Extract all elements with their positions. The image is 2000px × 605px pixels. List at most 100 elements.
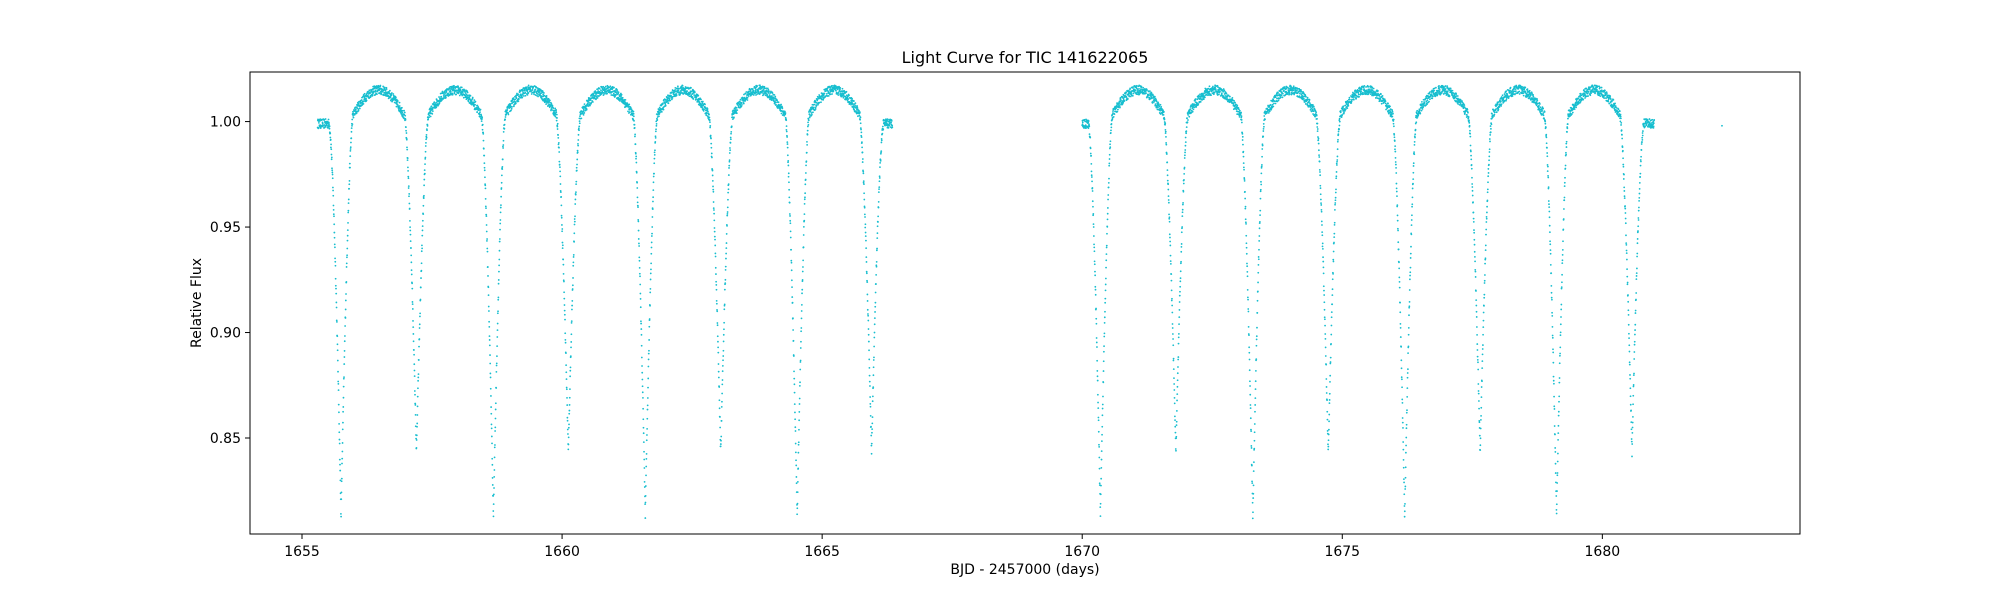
data-point [745,91,748,93]
data-point [417,376,420,379]
data-point [713,219,716,222]
data-point [412,333,415,335]
data-point [456,89,459,92]
data-point [1165,153,1168,155]
data-point [1155,98,1158,101]
data-point [505,113,508,116]
data-point [1396,204,1399,207]
data-point [487,305,490,308]
data-point [1323,301,1326,304]
data-point [1400,345,1403,348]
data-point [882,128,885,131]
data-point [800,330,803,333]
data-point [413,349,415,351]
data-point [407,185,410,188]
data-point [500,204,502,207]
data-point [423,184,426,187]
data-point [570,341,573,343]
data-point [707,110,709,113]
data-point [879,159,882,162]
data-point [1394,148,1396,151]
data-point [588,101,590,104]
data-point [658,113,661,115]
data-point [1331,288,1334,291]
data-point [786,143,789,145]
data-point [442,97,445,100]
data-point [1099,515,1102,518]
data-point [784,110,786,113]
data-point [736,109,739,112]
data-point [1169,262,1172,265]
data-point [632,115,635,118]
data-point [735,112,738,115]
data-point [344,325,347,327]
data-point [353,113,356,116]
data-point [716,322,719,324]
data-point [1337,133,1340,136]
data-point [1167,201,1170,204]
data-point [328,125,331,128]
data-point [417,387,419,390]
data-point [873,323,876,326]
data-point [723,321,726,324]
data-point [415,434,418,437]
data-point [568,423,570,426]
data-point [330,156,333,159]
data-point [1106,207,1109,209]
data-point [347,209,350,212]
data-point [1280,94,1283,97]
data-point [1220,92,1223,95]
data-point [806,125,809,128]
data-point [1105,266,1107,269]
data-point [1334,196,1337,199]
data-point [1407,345,1410,348]
data-point [1258,240,1261,242]
data-point [637,238,640,240]
data-point [511,105,513,108]
data-point [1244,197,1247,200]
data-point [637,219,640,221]
data-point [576,149,579,152]
data-point [738,100,741,103]
data-point [345,293,347,295]
data-point [486,240,488,242]
data-point [328,127,331,130]
data-point [349,166,351,169]
data-point [1165,143,1168,146]
data-point [1401,398,1404,401]
data-point [1245,242,1248,245]
data-point [1240,111,1243,114]
data-point [714,244,717,247]
data-point [332,208,335,211]
data-point [332,194,335,197]
data-point [877,191,880,194]
data-point [734,107,736,110]
data-point [1129,87,1131,90]
data-point [810,113,813,116]
data-point [440,95,443,98]
data-point [578,122,581,125]
data-point [1384,100,1387,103]
data-point [1312,105,1315,108]
data-point [1249,393,1252,396]
data-point [1245,234,1248,237]
data-point [670,94,672,97]
data-point [1353,96,1356,98]
data-point [545,95,548,97]
data-point [654,130,657,133]
data-point [332,186,334,189]
data-point [767,88,770,91]
data-point [1243,178,1246,181]
data-point [570,333,573,336]
data-point [640,344,643,347]
data-point [330,143,332,146]
data-point [875,264,878,267]
data-point [1324,355,1327,357]
data-point [606,92,608,95]
data-point [759,84,761,87]
data-point [493,487,495,489]
data-point [1333,224,1336,226]
data-point [839,90,842,93]
data-point [1320,220,1323,223]
data-point [502,145,504,148]
